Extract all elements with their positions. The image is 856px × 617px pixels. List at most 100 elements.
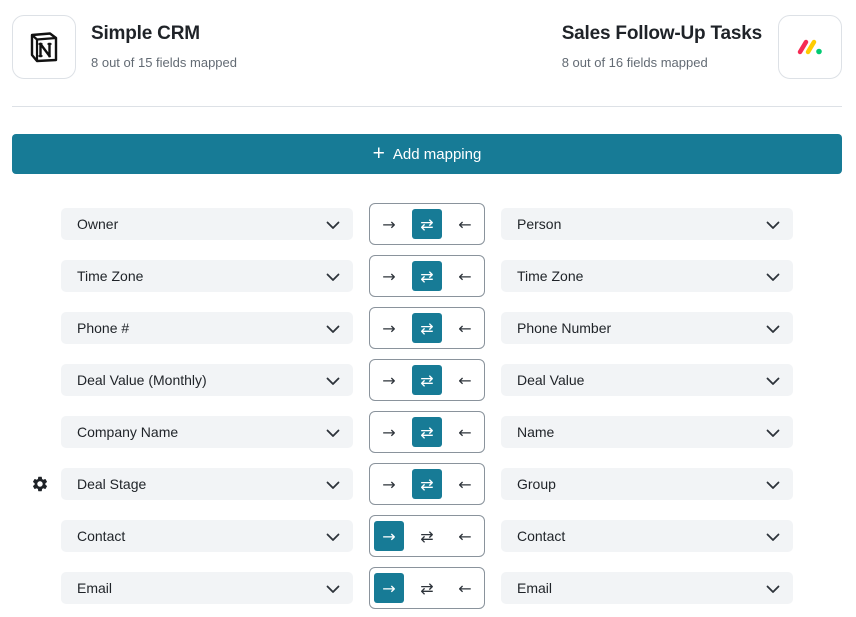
sync-both-button[interactable]: ⇄ — [420, 526, 434, 546]
chevron-down-icon — [765, 373, 781, 389]
mapping-row: Contact → ⇄ ← Contact — [0, 515, 856, 557]
sync-both-button[interactable]: ⇄ — [412, 261, 442, 291]
sync-right-button[interactable]: → — [382, 318, 396, 338]
target-field-value: Person — [517, 216, 562, 232]
chevron-down-icon — [325, 269, 341, 285]
sync-left-button[interactable]: ← — [458, 474, 472, 494]
source-field-value: Company Name — [77, 424, 179, 440]
source-field-select[interactable]: Email — [61, 572, 353, 604]
source-field-select[interactable]: Phone # — [61, 312, 353, 344]
target-field-select[interactable]: Person — [501, 208, 793, 240]
sync-header: Simple CRM 8 out of 15 fields mapped Sal… — [12, 15, 842, 79]
source-field-select[interactable]: Time Zone — [61, 260, 353, 292]
target-field-select[interactable]: Email — [501, 572, 793, 604]
source-field-value: Time Zone — [77, 268, 144, 284]
plus-icon: + — [372, 141, 385, 165]
sync-right-button[interactable]: → — [374, 573, 404, 603]
mapping-row: Phone # → ⇄ ← Phone Number — [0, 307, 856, 349]
sync-both-button[interactable]: ⇄ — [412, 417, 442, 447]
sync-both-button[interactable]: ⇄ — [412, 313, 442, 343]
sync-direction-toggle: → ⇄ ← — [369, 203, 485, 245]
sync-direction-toggle: → ⇄ ← — [369, 255, 485, 297]
monday-logo-icon — [797, 39, 822, 55]
left-app-tile — [12, 15, 76, 79]
mapping-row: Company Name → ⇄ ← Name — [0, 411, 856, 453]
sync-both-button[interactable]: ⇄ — [412, 365, 442, 395]
source-field-select[interactable]: Company Name — [61, 416, 353, 448]
chevron-down-icon — [325, 581, 341, 597]
sync-direction-toggle: → ⇄ ← — [369, 359, 485, 401]
source-field-select[interactable]: Owner — [61, 208, 353, 240]
sync-left-button[interactable]: ← — [458, 266, 472, 286]
sync-left-button[interactable]: ← — [458, 526, 472, 546]
sync-right-button[interactable]: → — [382, 474, 396, 494]
sync-right-button[interactable]: → — [382, 266, 396, 286]
sync-right-button[interactable]: → — [382, 370, 396, 390]
sync-direction-toggle: → ⇄ ← — [369, 411, 485, 453]
chevron-down-icon — [325, 425, 341, 441]
source-field-value: Phone # — [77, 320, 130, 336]
sync-both-button[interactable]: ⇄ — [420, 578, 434, 598]
chevron-down-icon — [765, 217, 781, 233]
source-field-select[interactable]: Deal Value (Monthly) — [61, 364, 353, 396]
target-field-select[interactable]: Group — [501, 468, 793, 500]
sync-left-button[interactable]: ← — [458, 578, 472, 598]
target-field-select[interactable]: Phone Number — [501, 312, 793, 344]
chevron-down-icon — [765, 477, 781, 493]
notion-logo-icon — [30, 32, 58, 63]
source-field-value: Owner — [77, 216, 119, 232]
gear-icon[interactable] — [31, 475, 49, 493]
mapping-row: Deal Value (Monthly) → ⇄ ← Deal Value — [0, 359, 856, 401]
add-mapping-button[interactable]: + Add mapping — [12, 134, 842, 174]
target-field-value: Name — [517, 424, 555, 440]
chevron-down-icon — [325, 477, 341, 493]
right-app-info: Sales Follow-Up Tasks 8 out of 16 fields… — [562, 23, 762, 70]
source-field-value: Deal Stage — [77, 476, 147, 492]
sync-right-button[interactable]: → — [382, 214, 396, 234]
mapping-row: Email → ⇄ ← Email — [0, 567, 856, 609]
target-field-value: Time Zone — [517, 268, 584, 284]
right-app-tile — [778, 15, 842, 79]
sync-left-button[interactable]: ← — [458, 422, 472, 442]
chevron-down-icon — [325, 321, 341, 337]
sync-left-button[interactable]: ← — [458, 214, 472, 234]
target-field-value: Contact — [517, 528, 566, 544]
source-field-value: Contact — [77, 528, 126, 544]
sync-left-button[interactable]: ← — [458, 370, 472, 390]
target-field-select[interactable]: Time Zone — [501, 260, 793, 292]
mapping-row: Owner → ⇄ ← Person — [0, 203, 856, 245]
chevron-down-icon — [765, 321, 781, 337]
target-field-select[interactable]: Name — [501, 416, 793, 448]
chevron-down-icon — [765, 529, 781, 545]
header-divider — [12, 106, 842, 107]
source-field-value: Deal Value (Monthly) — [77, 372, 207, 388]
chevron-down-icon — [765, 425, 781, 441]
source-field-value: Email — [77, 580, 113, 596]
sync-both-button[interactable]: ⇄ — [412, 209, 442, 239]
add-mapping-label: Add mapping — [392, 145, 482, 163]
sync-right-button[interactable]: → — [382, 422, 396, 442]
right-app-mapped-count: 8 out of 16 fields mapped — [561, 55, 708, 70]
sync-direction-toggle: → ⇄ ← — [369, 463, 485, 505]
left-app-info: Simple CRM 8 out of 15 fields mapped — [91, 23, 237, 70]
source-field-select[interactable]: Contact — [61, 520, 353, 552]
target-field-select[interactable]: Contact — [501, 520, 793, 552]
target-field-select[interactable]: Deal Value — [501, 364, 793, 396]
chevron-down-icon — [765, 581, 781, 597]
mapping-row: Deal Stage → ⇄ ← Group — [0, 463, 856, 505]
sync-direction-toggle: → ⇄ ← — [369, 307, 485, 349]
left-app-name: Simple CRM — [91, 23, 200, 44]
target-field-value: Email — [517, 580, 553, 596]
sync-right-button[interactable]: → — [374, 521, 404, 551]
sync-both-button[interactable]: ⇄ — [412, 469, 442, 499]
source-field-select[interactable]: Deal Stage — [61, 468, 353, 500]
sync-left-button[interactable]: ← — [458, 318, 472, 338]
chevron-down-icon — [325, 373, 341, 389]
target-field-value: Phone Number — [517, 320, 612, 336]
chevron-down-icon — [765, 269, 781, 285]
left-app-mapped-count: 8 out of 15 fields mapped — [91, 55, 237, 70]
sync-direction-toggle: → ⇄ ← — [369, 567, 485, 609]
target-field-value: Group — [517, 476, 556, 492]
chevron-down-icon — [325, 529, 341, 545]
target-field-value: Deal Value — [517, 372, 585, 388]
